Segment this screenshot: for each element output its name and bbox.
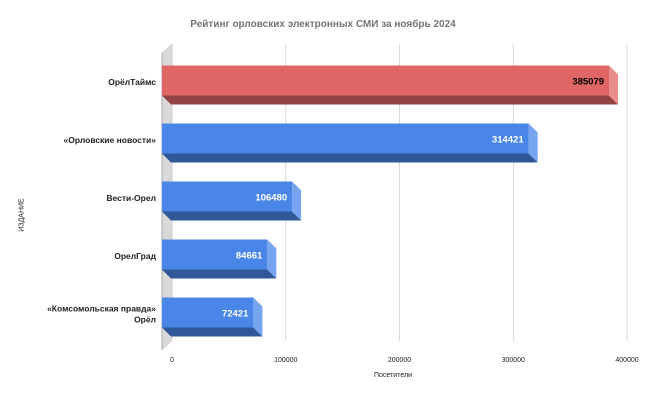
bar-bottom-face <box>162 211 302 221</box>
bar-side-face <box>528 123 538 163</box>
x-tick-label: 400000 <box>615 357 638 364</box>
bar-bottom-face <box>162 269 277 279</box>
bar-bottom-face <box>162 327 263 337</box>
bar-side-face <box>267 239 277 279</box>
bar-front-face <box>162 123 529 154</box>
data-label: 84661 <box>236 251 263 262</box>
data-label: 106480 <box>255 193 287 204</box>
category-label: ОрелГрад <box>114 251 156 261</box>
category-label: Вести-Орел <box>106 193 156 203</box>
bar-bottom-face <box>162 153 538 163</box>
x-tick-label: 100000 <box>274 357 297 364</box>
bar-front-face <box>162 65 610 96</box>
x-tick-label: 0 <box>170 357 174 364</box>
x-tick-label: 200000 <box>388 357 411 364</box>
bar <box>162 123 538 163</box>
category-label: «Орловские новости» <box>64 135 157 145</box>
bar <box>162 297 263 337</box>
x-tick-label: 300000 <box>502 357 525 364</box>
bar-side-face <box>253 297 263 337</box>
bar <box>162 181 302 221</box>
category-label: ОрёлТаймс <box>108 77 156 87</box>
bar-side-face <box>609 65 619 105</box>
data-label: 314421 <box>492 135 524 146</box>
bar-front-face <box>162 181 293 212</box>
bar <box>162 65 619 105</box>
data-label: 72421 <box>222 309 249 320</box>
bar-front-face <box>162 297 254 328</box>
bar <box>162 239 277 279</box>
category-label: «Комсомольская правда» Орёл <box>47 304 156 325</box>
data-label: 385079 <box>572 77 604 88</box>
bar-side-face <box>292 181 302 221</box>
bar-front-face <box>162 239 268 270</box>
x-axis-title: Посетители <box>374 372 412 379</box>
chart-title: Рейтинг орловских электронных СМИ за ноя… <box>190 19 456 30</box>
bar-bottom-face <box>162 95 619 105</box>
